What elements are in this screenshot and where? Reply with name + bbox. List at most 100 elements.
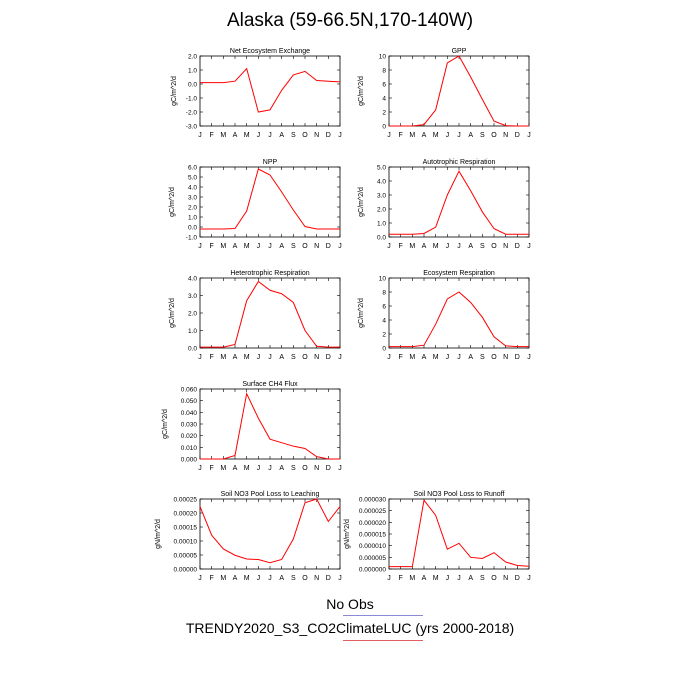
y-tick-label: 1.0 xyxy=(188,215,197,222)
x-tick-label: A xyxy=(279,243,284,250)
y-axis-label: gC/m^2/d xyxy=(162,409,169,439)
x-tick-label: S xyxy=(480,243,485,250)
series-line xyxy=(200,67,341,113)
x-tick-label: J xyxy=(257,354,261,361)
x-tick-label: J xyxy=(527,243,531,250)
series-line xyxy=(200,168,340,230)
plot-frame xyxy=(388,166,530,238)
x-tick-label: M xyxy=(409,575,415,582)
x-tick-label: J xyxy=(527,354,531,361)
y-tick-label: 0.00000 xyxy=(174,567,198,574)
x-tick-label: J xyxy=(338,132,342,139)
plot-frame xyxy=(199,277,341,349)
x-tick-label: M xyxy=(220,465,226,472)
y-tick-label: 5.0 xyxy=(377,165,386,172)
x-tick-label: J xyxy=(338,465,342,472)
y-tick-label: 0.000000 xyxy=(359,567,386,574)
x-tick-label: O xyxy=(491,575,497,582)
plot-frame xyxy=(199,388,341,460)
y-tick-label: 10 xyxy=(379,54,387,61)
x-tick-label: O xyxy=(302,465,308,472)
y-tick-label: 2.0 xyxy=(188,311,197,318)
y-axis-label: gC/m^2/d xyxy=(358,76,365,106)
x-tick-label: J xyxy=(198,575,202,582)
y-tick-label: 0.040 xyxy=(181,410,198,417)
x-tick-label: F xyxy=(210,354,214,361)
series-line xyxy=(389,498,530,568)
plot-frame xyxy=(199,166,341,238)
y-tick-label: 2.0 xyxy=(377,207,386,214)
x-tick-label: J xyxy=(268,243,272,250)
x-tick-label: N xyxy=(503,132,508,139)
x-tick-label: J xyxy=(446,354,450,361)
y-tick-label: 2.0 xyxy=(188,54,197,61)
x-tick-label: J xyxy=(338,243,342,250)
x-tick-label: M xyxy=(220,575,226,582)
panel-title: Net Ecosystem Exchange xyxy=(230,48,310,55)
x-tick-label: J xyxy=(268,575,272,582)
x-tick-label: A xyxy=(279,575,284,582)
x-tick-label: F xyxy=(210,465,214,472)
legend-obs-line xyxy=(343,615,423,616)
x-tick-label: D xyxy=(326,132,331,139)
x-tick-label: J xyxy=(198,132,202,139)
y-tick-label: 0.000030 xyxy=(359,497,386,504)
x-tick-label: M xyxy=(244,132,250,139)
x-tick-label: S xyxy=(291,132,296,139)
y-tick-label: 2.0 xyxy=(188,205,197,212)
x-tick-label: O xyxy=(302,354,308,361)
y-axis-label: gC/m^2/d xyxy=(171,76,178,106)
x-tick-label: F xyxy=(210,575,214,582)
x-tick-label: O xyxy=(491,354,497,361)
y-tick-label: 0.030 xyxy=(181,422,198,429)
panel-title: Autotrophic Respiration xyxy=(423,159,496,166)
x-tick-label: S xyxy=(291,575,296,582)
y-tick-label: 10 xyxy=(379,276,387,283)
y-tick-label: 4.0 xyxy=(188,276,197,283)
series-line xyxy=(200,392,340,460)
x-tick-label: S xyxy=(480,575,485,582)
y-tick-label: 1.0 xyxy=(188,68,197,75)
plot-frame xyxy=(388,55,530,127)
x-tick-label: A xyxy=(279,354,284,361)
x-tick-label: J xyxy=(387,243,391,250)
x-tick-label: D xyxy=(326,354,331,361)
x-tick-label: J xyxy=(268,132,272,139)
x-tick-label: A xyxy=(468,575,473,582)
x-tick-label: F xyxy=(399,575,403,582)
plot-frame xyxy=(388,277,530,349)
x-tick-label: O xyxy=(302,132,308,139)
x-tick-label: F xyxy=(210,132,214,139)
x-tick-label: D xyxy=(515,132,520,139)
x-tick-label: J xyxy=(257,132,261,139)
y-tick-label: 0.050 xyxy=(181,398,198,405)
y-tick-label: 1.0 xyxy=(188,328,197,335)
x-tick-label: N xyxy=(503,575,508,582)
y-tick-label: 2 xyxy=(382,332,386,339)
x-tick-label: A xyxy=(279,465,284,472)
x-tick-label: A xyxy=(468,354,473,361)
y-tick-label: 4.0 xyxy=(377,179,386,186)
y-tick-label: 0.00005 xyxy=(174,553,198,560)
x-tick-label: O xyxy=(302,575,308,582)
x-tick-label: D xyxy=(326,575,331,582)
x-tick-label: J xyxy=(257,575,261,582)
x-tick-label: O xyxy=(491,132,497,139)
y-tick-label: 0 xyxy=(382,346,386,353)
series-line xyxy=(389,291,529,348)
panel-title: GPP xyxy=(452,48,467,55)
x-tick-label: J xyxy=(457,354,461,361)
y-tick-label: 0 xyxy=(382,124,386,131)
x-tick-label: N xyxy=(314,243,319,250)
x-tick-label: M xyxy=(244,243,250,250)
x-tick-label: A xyxy=(233,243,238,250)
x-tick-label: A xyxy=(233,132,238,139)
x-tick-label: S xyxy=(291,243,296,250)
y-tick-label: 8 xyxy=(382,290,386,297)
x-tick-label: M xyxy=(433,575,439,582)
y-tick-label: 3.0 xyxy=(377,193,386,200)
